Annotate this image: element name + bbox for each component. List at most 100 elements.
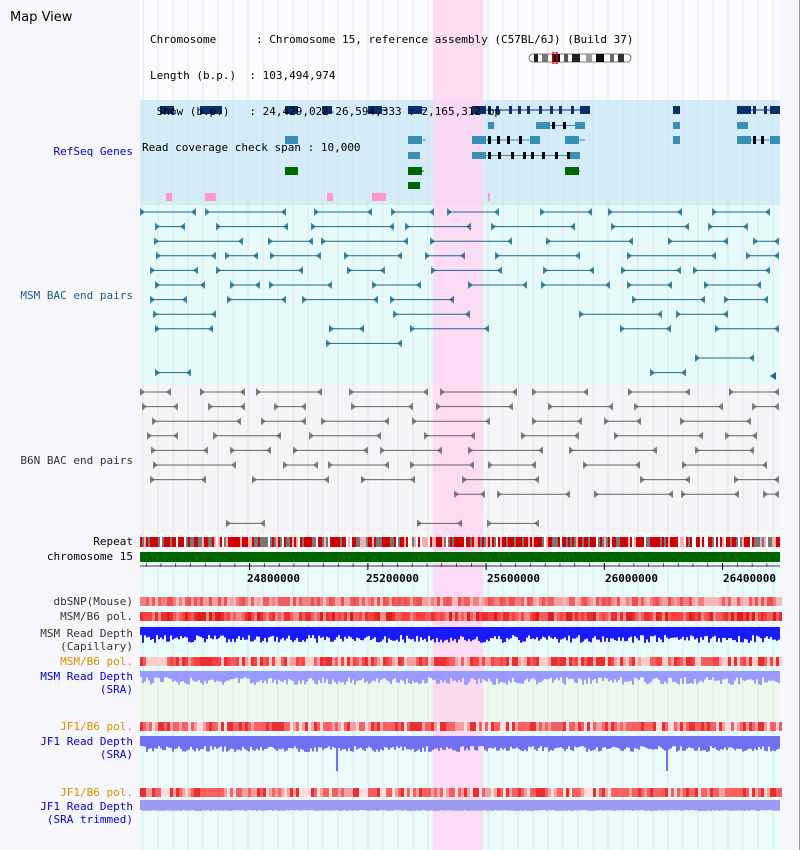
repeat-bar (280, 537, 282, 547)
jf1-sra-depth-bar (686, 736, 688, 749)
msm-capillary-depth-bar (610, 627, 612, 639)
jf1-trim-depth-bar (668, 800, 670, 811)
repeat-bar (554, 537, 556, 547)
msm-b6-pol-cell (221, 612, 224, 621)
jf1-b6-pol-cell (455, 722, 458, 731)
msm-sra-depth-bar (766, 671, 768, 683)
repeat-bar (238, 537, 240, 547)
msm-b6-pol-cell (353, 612, 356, 621)
jf1-sra-depth-bar (276, 736, 278, 751)
msm-b6-pol-cell (251, 612, 254, 621)
dbsnp-cell (275, 597, 278, 606)
jf1-b6-pol-cell (509, 722, 512, 731)
jf1-trim-depth-bar (484, 800, 486, 811)
msm-sra-depth-bar (406, 671, 408, 679)
jf1-sra-depth-bar (740, 736, 742, 749)
jf1-sra-depth-bar (346, 736, 348, 752)
msm-capillary-depth-bar (454, 627, 456, 640)
msm-capillary-depth-bar (588, 627, 590, 642)
repeat-bar (142, 537, 144, 547)
repeat-bar (660, 537, 662, 547)
dbsnp-cell (674, 597, 677, 606)
jf1-b6-pol-cell (725, 788, 728, 797)
msm-capillary-depth-bar (152, 627, 154, 639)
repeat-bar (688, 537, 690, 547)
jf1-trim-depth-bar (412, 800, 414, 811)
dbsnp-cell (602, 597, 605, 606)
jf1-sra-depth-bar (212, 736, 214, 750)
jf1-trim-depth-bar (144, 800, 146, 811)
msm-capillary-depth-bar (156, 627, 158, 636)
jf1-b6-pol-cell (452, 788, 455, 797)
msm-capillary-depth-bar (420, 627, 422, 638)
jf1-trim-depth-bar (158, 800, 160, 811)
gene-exon (563, 122, 566, 129)
gene-exon (518, 106, 521, 114)
gene-exon (530, 136, 540, 144)
jf1-sra-depth-bar (700, 736, 702, 751)
repeat-bar (382, 537, 384, 547)
repeat-bar (334, 537, 336, 547)
jf1-trim-depth-bar (526, 800, 528, 811)
msm-sra-depth-bar (144, 671, 146, 682)
jf1-trim-depth-bar (422, 800, 424, 811)
msm-capillary-depth-bar (506, 627, 508, 639)
chromosome-ideogram[interactable] (528, 52, 632, 64)
dbsnp-cell (722, 597, 725, 606)
jf1-sra-depth-bar (652, 736, 654, 750)
gene-exon (160, 106, 174, 114)
msm-sra-depth-bar (746, 671, 748, 680)
b6n-bac-pair-end (283, 461, 288, 469)
msm-b6-pol-cell (206, 657, 209, 666)
jf1-trim-depth-bar (606, 800, 608, 811)
jf1-sra-depth-bar (640, 736, 642, 747)
repeat-bar (224, 537, 226, 547)
msm-capillary-depth-bar (514, 627, 516, 637)
b6n-bac-pair-end (260, 519, 265, 528)
msm-sra-depth-bar (324, 671, 326, 683)
msm-sra-depth-bar (256, 671, 258, 683)
msm-b6-pol-cell (512, 657, 515, 666)
jf1-b6-pol-cell (494, 722, 497, 731)
dbsnp-cell (167, 597, 170, 606)
jf1-sra-depth-bar (150, 736, 152, 749)
jf1-sra-depth-bar (300, 736, 302, 749)
msm-sra-depth-bar (556, 671, 558, 678)
repeat-bar (456, 537, 458, 547)
msm-b6-pol-cell (455, 657, 458, 666)
jf1-trim-depth-bar (696, 800, 698, 811)
jf1-b6-pol-cell (740, 788, 743, 797)
msm-sra-depth-bar (504, 671, 506, 683)
jf1-b6-pol-cell (485, 788, 488, 797)
dbsnp-cell (560, 597, 563, 606)
msm-sra-depth-bar (442, 671, 444, 683)
msm-sra-depth-bar (378, 671, 380, 683)
jf1-sra-depth-bar (492, 736, 494, 749)
msm-sra-depth-bar (358, 671, 360, 681)
repeat-bar (352, 537, 354, 547)
msm-capillary-depth-bar (218, 627, 220, 638)
msm-b6-pol-cell (458, 612, 461, 621)
repeat-bar (168, 537, 170, 547)
jf1-sra-depth-bar (350, 736, 352, 752)
b6n-bac-pair-end (173, 402, 178, 411)
msm-capillary-depth-bar (250, 627, 252, 642)
msm-bac-pair-end (431, 266, 436, 275)
msm-sra-depth-bar (188, 671, 190, 685)
dbsnp-cell (668, 597, 671, 606)
jf1-b6-pol-cell (248, 788, 251, 797)
jf1-sra-depth-bar (556, 736, 558, 748)
msm-bac-pair-end (466, 222, 471, 231)
repeat-bar (540, 537, 542, 547)
b6n-bac-pair-end (538, 446, 543, 455)
jf1-b6-pol-cell (707, 788, 710, 797)
jf1-trim-depth-bar (266, 800, 268, 811)
jf1-sra-depth-bar (274, 736, 276, 750)
msm-b6-pol-cell (467, 657, 470, 666)
msm-capillary-depth-bar (734, 627, 736, 641)
msm-b6-pol-cell (368, 612, 371, 621)
jf1-trim-depth-bar (682, 800, 684, 811)
dbsnp-cell (635, 597, 638, 606)
jf1-sra-depth-bar (748, 736, 750, 749)
